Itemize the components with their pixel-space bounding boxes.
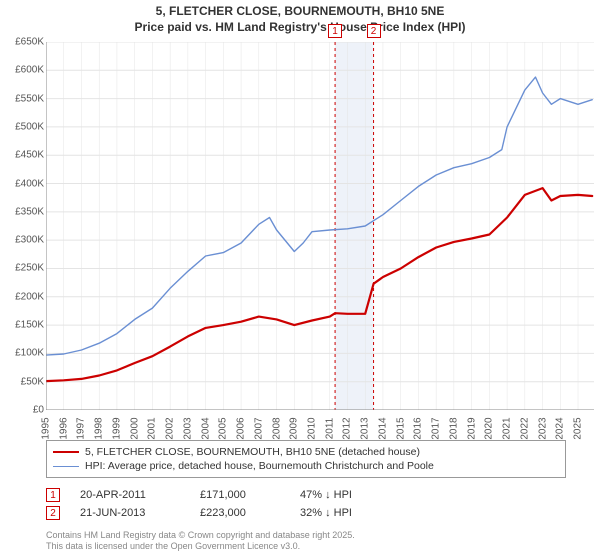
- y-tick-label: £250K: [2, 263, 44, 274]
- chart-container: 5, FLETCHER CLOSE, BOURNEMOUTH, BH10 5NE…: [0, 0, 600, 560]
- x-tick-label: 2000: [129, 417, 140, 439]
- y-tick-label: £450K: [2, 150, 44, 161]
- x-tick-label: 1998: [94, 417, 105, 439]
- sale-delta: 32% ↓ HPI: [300, 507, 390, 519]
- x-tick-label: 2003: [182, 417, 193, 439]
- chart-svg: [46, 42, 594, 410]
- x-tick-label: 2022: [519, 417, 530, 439]
- x-tick-label: 2006: [236, 417, 247, 439]
- legend-swatch: [53, 466, 79, 467]
- x-tick-label: 2014: [377, 417, 388, 439]
- y-tick-label: £400K: [2, 178, 44, 189]
- y-tick-label: £150K: [2, 320, 44, 331]
- x-tick-label: 2012: [342, 417, 353, 439]
- x-tick-label: 2004: [200, 417, 211, 439]
- x-tick-label: 2009: [289, 417, 300, 439]
- sale-row: 1 20-APR-2011 £171,000 47% ↓ HPI: [46, 486, 390, 504]
- x-tick-label: 1996: [58, 417, 69, 439]
- footer-line-2: This data is licensed under the Open Gov…: [46, 541, 355, 552]
- x-tick-label: 2017: [431, 417, 442, 439]
- legend-label: HPI: Average price, detached house, Bour…: [85, 460, 434, 472]
- legend-row: HPI: Average price, detached house, Bour…: [53, 459, 559, 473]
- sale-table: 1 20-APR-2011 £171,000 47% ↓ HPI 2 21-JUN-201…: [46, 486, 390, 522]
- title-line-2: Price paid vs. HM Land Registry's House …: [0, 20, 600, 36]
- y-tick-label: £650K: [2, 37, 44, 48]
- sale-date: 20-APR-2011: [80, 489, 180, 501]
- footer-line-1: Contains HM Land Registry data © Crown c…: [46, 530, 355, 541]
- y-tick-label: £550K: [2, 93, 44, 104]
- x-tick-label: 2025: [573, 417, 584, 439]
- x-tick-label: 2018: [448, 417, 459, 439]
- y-tick-label: £0: [2, 405, 44, 416]
- x-tick-label: 1999: [111, 417, 122, 439]
- footer-attribution: Contains HM Land Registry data © Crown c…: [46, 530, 355, 552]
- y-tick-label: £50K: [2, 376, 44, 387]
- sale-marker-inline: 1: [46, 488, 60, 502]
- x-tick-label: 2002: [165, 417, 176, 439]
- sale-marker-1: 1: [328, 24, 342, 38]
- x-tick-label: 2001: [147, 417, 158, 439]
- title-line-1: 5, FLETCHER CLOSE, BOURNEMOUTH, BH10 5NE: [0, 4, 600, 20]
- x-tick-label: 1997: [76, 417, 87, 439]
- legend-row: 5, FLETCHER CLOSE, BOURNEMOUTH, BH10 5NE…: [53, 445, 559, 459]
- sale-date: 21-JUN-2013: [80, 507, 180, 519]
- chart-area: £0£50K£100K£150K£200K£250K£300K£350K£400…: [46, 42, 594, 410]
- y-tick-label: £600K: [2, 65, 44, 76]
- x-tick-label: 2010: [307, 417, 318, 439]
- x-tick-label: 2021: [502, 417, 513, 439]
- x-tick-label: 2011: [324, 418, 335, 440]
- sale-price: £171,000: [200, 489, 280, 501]
- x-tick-label: 2020: [484, 417, 495, 439]
- x-tick-label: 2015: [395, 417, 406, 439]
- legend-label: 5, FLETCHER CLOSE, BOURNEMOUTH, BH10 5NE…: [85, 446, 420, 458]
- x-tick-label: 2024: [555, 417, 566, 439]
- x-tick-label: 2013: [360, 417, 371, 439]
- y-tick-label: £500K: [2, 121, 44, 132]
- y-tick-label: £300K: [2, 235, 44, 246]
- y-tick-label: £100K: [2, 348, 44, 359]
- y-tick-label: £350K: [2, 206, 44, 217]
- sale-marker-2: 2: [367, 24, 381, 38]
- legend: 5, FLETCHER CLOSE, BOURNEMOUTH, BH10 5NE…: [46, 440, 566, 478]
- sale-marker-inline: 2: [46, 506, 60, 520]
- sale-price: £223,000: [200, 507, 280, 519]
- sale-row: 2 21-JUN-2013 £223,000 32% ↓ HPI: [46, 504, 390, 522]
- x-tick-label: 2007: [253, 417, 264, 439]
- x-tick-label: 2023: [537, 417, 548, 439]
- y-tick-label: £200K: [2, 291, 44, 302]
- sale-delta: 47% ↓ HPI: [300, 489, 390, 501]
- chart-title: 5, FLETCHER CLOSE, BOURNEMOUTH, BH10 5NE…: [0, 0, 600, 35]
- x-tick-label: 2005: [218, 417, 229, 439]
- x-tick-label: 2019: [466, 417, 477, 439]
- x-tick-label: 2016: [413, 417, 424, 439]
- x-tick-label: 2008: [271, 417, 282, 439]
- x-tick-label: 1995: [41, 417, 52, 439]
- legend-swatch: [53, 451, 79, 453]
